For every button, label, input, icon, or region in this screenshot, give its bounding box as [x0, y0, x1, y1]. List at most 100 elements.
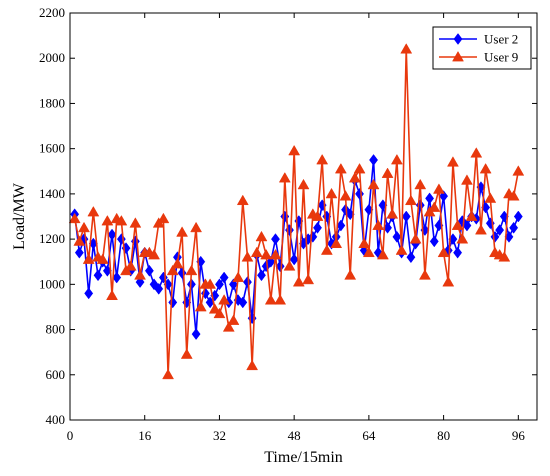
- data-point: [278, 172, 291, 183]
- data-point: [154, 282, 164, 295]
- data-point: [418, 269, 431, 280]
- x-tick-label: 48: [288, 428, 301, 443]
- data-point: [320, 244, 333, 255]
- x-tick-label: 32: [213, 428, 226, 443]
- x-tick-label: 0: [67, 428, 74, 443]
- data-point: [479, 163, 492, 174]
- legend-entry-label: User 2: [484, 32, 518, 47]
- data-point: [213, 307, 226, 319]
- data-point: [190, 221, 203, 233]
- data-point: [348, 172, 361, 183]
- data-point: [255, 230, 268, 242]
- data-point: [409, 233, 422, 244]
- data-point: [311, 210, 324, 221]
- y-tick-label: 1200: [39, 231, 65, 246]
- data-point: [406, 251, 416, 264]
- data-point: [129, 217, 142, 228]
- data-point: [428, 201, 441, 212]
- legend-swatch-marker: [453, 33, 463, 45]
- data-point: [73, 235, 86, 246]
- data-point: [498, 251, 511, 262]
- data-point: [461, 174, 473, 185]
- data-point: [509, 221, 519, 234]
- data-point: [82, 253, 95, 264]
- data-point: [456, 233, 469, 244]
- data-point: [297, 178, 310, 190]
- data-point: [271, 233, 280, 246]
- series-user-9: [68, 43, 525, 380]
- data-point: [171, 257, 184, 269]
- data-point: [372, 219, 385, 230]
- y-tick-label: 400: [46, 412, 66, 427]
- data-point: [339, 190, 352, 201]
- x-tick-label: 64: [362, 428, 376, 443]
- data-point: [78, 221, 90, 233]
- data-point: [191, 328, 201, 340]
- data-point: [362, 246, 375, 258]
- data-point: [484, 192, 497, 203]
- data-point: [107, 228, 117, 241]
- data-point: [429, 235, 439, 248]
- y-tick-label: 2200: [39, 5, 65, 20]
- data-point: [381, 167, 394, 178]
- data-point: [442, 276, 455, 287]
- data-point: [246, 359, 259, 371]
- data-point: [470, 147, 483, 158]
- data-point: [232, 271, 245, 282]
- data-point: [260, 248, 273, 260]
- data-point: [512, 165, 525, 176]
- data-point: [124, 260, 137, 271]
- x-tick-label: 80: [437, 428, 450, 443]
- data-point: [257, 269, 266, 282]
- data-point: [401, 210, 411, 223]
- data-point: [243, 276, 252, 288]
- data-point: [302, 273, 315, 285]
- data-point: [115, 215, 128, 226]
- data-point: [162, 368, 175, 380]
- y-tick-label: 1000: [39, 276, 65, 291]
- y-tick-label: 2000: [39, 50, 65, 65]
- data-point: [208, 303, 221, 314]
- data-point: [227, 314, 240, 325]
- data-point: [269, 248, 282, 260]
- data-point: [325, 187, 338, 199]
- tick-layer: 0 16 32 48 64 80 96 400 600 800 1000 1200 1400 1600 18…: [39, 5, 537, 443]
- y-axis-label: Load/MW: [11, 182, 28, 250]
- data-point: [219, 271, 229, 284]
- data-point: [495, 224, 505, 236]
- y-tick-label: 1600: [39, 141, 65, 156]
- y-tick-label: 600: [46, 367, 66, 382]
- legend-swatch-marker: [452, 50, 464, 62]
- data-point: [204, 278, 217, 289]
- data-point: [367, 178, 380, 190]
- data-point: [176, 226, 189, 237]
- data-point: [334, 163, 347, 174]
- data-point: [447, 156, 459, 167]
- data-point: [134, 269, 146, 280]
- data-point: [404, 194, 417, 206]
- legend: User 2 User 9: [432, 26, 532, 70]
- y-tick-label: 1800: [39, 95, 65, 110]
- data-point: [316, 153, 329, 165]
- data-point: [222, 321, 235, 332]
- data-point: [390, 153, 403, 165]
- data-point: [185, 264, 198, 276]
- x-axis-label: Time/15min: [264, 449, 343, 466]
- data-point: [74, 246, 84, 259]
- data-point: [236, 194, 249, 206]
- data-point: [313, 221, 322, 234]
- data-point: [87, 205, 100, 217]
- data-point: [250, 246, 263, 258]
- data-point: [166, 264, 179, 276]
- data-point: [106, 289, 118, 301]
- data-point: [238, 296, 248, 309]
- data-point: [288, 144, 301, 156]
- legend-box: [432, 26, 532, 70]
- data-point: [392, 230, 402, 243]
- data-point: [353, 163, 366, 174]
- data-point: [194, 300, 207, 312]
- data-point: [144, 264, 154, 277]
- data-point: [84, 287, 94, 300]
- data-point: [475, 224, 487, 235]
- data-point: [148, 248, 160, 260]
